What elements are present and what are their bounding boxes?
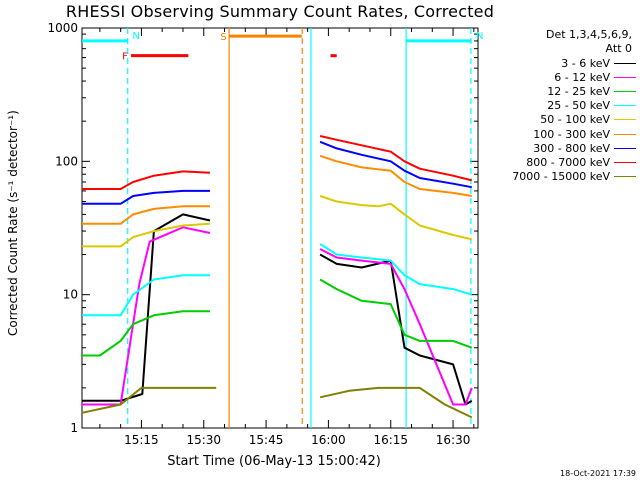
series-line-5 xyxy=(82,205,210,225)
legend-swatch xyxy=(614,176,636,178)
legend-label: 100 - 300 keV xyxy=(533,127,610,141)
legend-header-line-2: Att 0 xyxy=(605,42,632,55)
series-line-6 xyxy=(82,189,210,205)
legend-swatch xyxy=(614,62,636,64)
series-lines xyxy=(81,135,473,419)
flag-label: F xyxy=(122,52,128,63)
legend-item: 100 - 300 keV xyxy=(512,127,636,141)
legend-label: 25 - 50 keV xyxy=(547,99,610,113)
flag-label: N xyxy=(132,31,139,42)
legend-item: 25 - 50 keV xyxy=(512,99,636,113)
flag-bars: N NFS xyxy=(82,31,484,63)
x-tick-label: 16:30 xyxy=(436,433,471,447)
legend-item: 12 - 25 keV xyxy=(512,84,636,98)
legend-label: 800 - 7000 keV xyxy=(526,155,610,169)
y-axis-label: Corrected Count Rate (s⁻¹ detector⁻¹) xyxy=(6,110,20,336)
series-line-1 xyxy=(319,248,473,406)
legend-label: 12 - 25 keV xyxy=(547,84,610,98)
flag-label: S xyxy=(220,32,226,43)
legend-header: Det 1,3,4,5,6,9, Att 0 xyxy=(546,28,632,56)
plot-timestamp: 18-Oct-2021 17:39 xyxy=(560,469,636,478)
y-tick-label: 10 xyxy=(63,288,78,302)
series-line-0 xyxy=(82,213,211,402)
series-line-7 xyxy=(319,135,473,182)
x-tick-label: 16:15 xyxy=(373,433,408,447)
series-line-5 xyxy=(319,154,472,197)
legend-item: 6 - 12 keV xyxy=(512,70,636,84)
legend-label: 50 - 100 keV xyxy=(540,113,610,127)
legend-item: 300 - 800 keV xyxy=(512,141,636,155)
x-tick-label: 16:00 xyxy=(311,433,346,447)
x-tick-label: 15:15 xyxy=(124,433,159,447)
legend-item: 800 - 7000 keV xyxy=(512,155,636,169)
series-line-4 xyxy=(319,195,473,241)
legend: 3 - 6 keV 6 - 12 keV 12 - 25 keV 25 - 50 ke… xyxy=(512,56,636,184)
series-line-6 xyxy=(319,140,472,189)
y-tick-label: 1 xyxy=(70,421,78,435)
y-tick-label: 1000 xyxy=(47,21,78,35)
series-line-7 xyxy=(82,170,211,190)
legend-swatch xyxy=(614,147,636,149)
series-line-2 xyxy=(319,278,473,349)
legend-item: 50 - 100 keV xyxy=(512,113,636,127)
legend-swatch xyxy=(614,133,636,135)
x-axis-label: Start Time (06-May-13 15:00:42) xyxy=(167,454,381,469)
legend-swatch xyxy=(614,76,636,78)
legend-label: 7000 - 15000 keV xyxy=(512,170,610,184)
series-line-4 xyxy=(82,222,211,248)
legend-label: 3 - 6 keV xyxy=(561,56,610,70)
x-tick-label: 15:45 xyxy=(249,433,284,447)
legend-swatch xyxy=(614,119,636,121)
legend-label: 300 - 800 keV xyxy=(533,141,610,155)
series-line-8 xyxy=(319,386,473,419)
series-line-1 xyxy=(82,226,211,406)
series-line-8 xyxy=(81,386,217,414)
series-line-0 xyxy=(319,253,473,406)
chart-title: RHESSI Observing Summary Count Rates, Co… xyxy=(65,2,495,21)
legend-swatch xyxy=(614,90,636,92)
series-line-3 xyxy=(82,274,210,317)
series-line-2 xyxy=(82,310,210,357)
x-tick-label: 15:30 xyxy=(186,433,221,447)
legend-label: 6 - 12 keV xyxy=(554,70,610,84)
y-tick-label: 100 xyxy=(55,154,78,168)
legend-swatch xyxy=(614,105,636,107)
flag-label: N xyxy=(476,31,483,42)
series-line-3 xyxy=(319,243,473,296)
axes: 1 10 100 1000 15:15 15:30 15:45 16:00 16:15 16:30 xyxy=(47,21,479,447)
legend-swatch xyxy=(614,161,636,163)
legend-item: 7000 - 15000 keV xyxy=(512,170,636,184)
legend-item: 3 - 6 keV xyxy=(512,56,636,70)
plot-frame xyxy=(81,27,479,429)
legend-header-line-1: Det 1,3,4,5,6,9, xyxy=(545,28,632,41)
